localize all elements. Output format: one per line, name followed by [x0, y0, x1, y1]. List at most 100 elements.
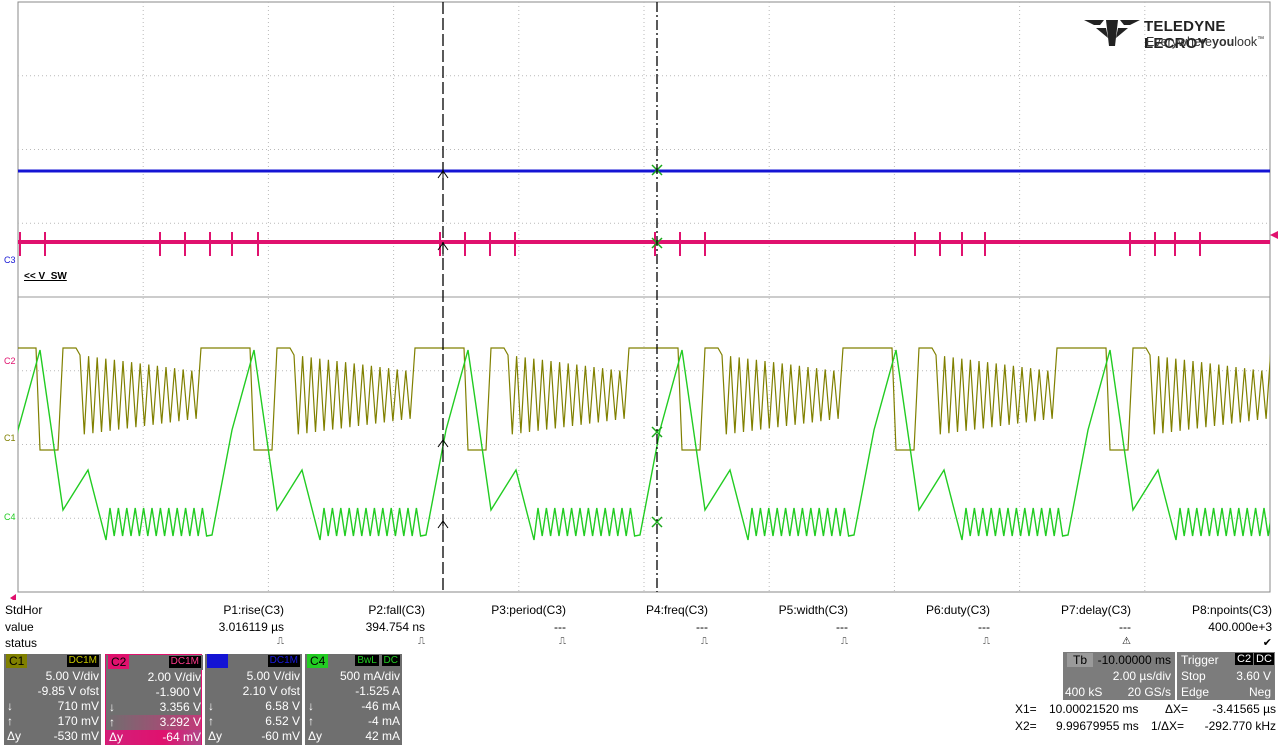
x1-value: 10.00021520 ms	[1049, 702, 1139, 716]
trigger-source: C2	[1235, 653, 1254, 665]
delta-y-label: Δy	[208, 729, 223, 743]
c1-trace	[18, 347, 1270, 451]
param-name[interactable]: P5:width(C3)	[778, 603, 848, 617]
channel-dy: -64 mV	[162, 730, 201, 744]
channel-dy: 42 mA	[365, 729, 400, 743]
channel-max: 3.356 V	[159, 700, 201, 714]
brand-tagline: Everywhereyoulook™	[1146, 35, 1265, 49]
param-name[interactable]: P4:freq(C3)	[645, 603, 708, 617]
param-status-icon: ⎍	[841, 636, 848, 647]
channel-max: -46 mA	[361, 699, 400, 713]
channel-c2-descriptor[interactable]: C2 DC1M 2.00 V/div -1.900 V ↓ 3.356 V ↑ 3.…	[105, 654, 203, 745]
up-arrow-icon: ↑	[308, 714, 314, 728]
down-arrow-icon: ↓	[109, 700, 115, 714]
timebase-delay: -10.00000 ms	[1097, 653, 1171, 667]
c4-ground-marker: C4	[4, 512, 16, 522]
c2-ground-marker: C2	[4, 356, 16, 366]
channel-min: 170 mV	[57, 714, 99, 728]
dx-value: -3.41565 µs	[1212, 702, 1276, 716]
param-status-icon: ⎍	[559, 636, 566, 647]
channel-max: 710 mV	[57, 699, 99, 713]
channel-scale: 500 mA/div	[339, 669, 400, 683]
inverse-dx-label: 1/ΔX=	[1151, 719, 1185, 733]
c2-level-marker	[1270, 231, 1278, 239]
channel-coupling: BwL DC	[355, 655, 400, 666]
param-name[interactable]: P2:fall(C3)	[368, 603, 425, 617]
measurement-table: StdHor P1:rise(C3) P2:fall(C3) P3:period…	[0, 602, 1280, 652]
up-arrow-icon: ↑	[109, 715, 115, 729]
timebase-samples: 400 kS	[1065, 685, 1103, 699]
waveform-display[interactable]	[0, 0, 1280, 600]
channel-coupling: DC1M	[267, 655, 300, 667]
param-status-icon: ⎍	[983, 636, 990, 647]
channel-scale: 5.00 V/div	[45, 669, 99, 683]
down-arrow-icon: ↓	[308, 699, 314, 713]
up-arrow-icon: ↑	[7, 714, 13, 728]
down-arrow-icon: ↓	[208, 699, 214, 713]
channel-coupling: DC1M	[168, 656, 201, 668]
timebase-descriptor[interactable]: Tb -10.00000 ms 2.00 µs/div 400 kS 20 GS…	[1063, 652, 1175, 700]
param-name[interactable]: P8:npoints(C3)	[1191, 603, 1272, 617]
trigger-descriptor[interactable]: Trigger C2 DC Stop 3.60 V Edge Neg	[1177, 652, 1275, 700]
param-value: ---	[1119, 620, 1131, 634]
teledyne-lecroy-logo: TELEDYNE LECROY Everywhereyoulook™	[1082, 14, 1272, 54]
inverse-dx-value: -292.770 kHz	[1204, 719, 1276, 733]
up-arrow-icon: ↑	[208, 714, 214, 728]
param-value: ---	[978, 620, 990, 634]
cursor-readout: X1= 10.00021520 ms ΔX= -3.41565 µs X2= 9…	[1010, 702, 1280, 746]
trigger-level: 3.60 V	[1236, 669, 1271, 683]
channel-dy: -60 mV	[261, 729, 300, 743]
channel-offset: -1.525 A	[355, 684, 400, 698]
param-name[interactable]: P7:delay(C3)	[1060, 603, 1131, 617]
trace-name-label: << V_SW	[24, 271, 67, 282]
timebase-rate: 20 GS/s	[1127, 685, 1171, 699]
timebase-label: Tb	[1067, 653, 1094, 667]
channel-id: C4	[307, 654, 329, 668]
channel-coupling: DC1M	[66, 655, 99, 667]
timebase-scale: 2.00 µs/div	[1112, 669, 1171, 683]
channel-min: -4 mA	[367, 714, 400, 728]
teledyne-mark-icon	[1084, 20, 1140, 46]
param-value: ---	[554, 620, 566, 634]
param-value: 3.016119 µs	[218, 620, 284, 634]
channel-min: 3.292 V	[159, 715, 201, 729]
channel-id: C3	[207, 654, 229, 668]
c2-spikes	[19, 232, 1201, 256]
channel-dy: -530 mV	[53, 729, 99, 743]
x2-label: X2=	[1015, 719, 1037, 733]
param-status-icon: ⎍	[277, 636, 284, 647]
channel-max: 6.58 V	[265, 699, 300, 713]
cursor-marker-icon	[651, 426, 663, 438]
trigger-type: Edge	[1181, 685, 1210, 699]
status-row-label: status	[5, 636, 38, 650]
channel-c4-descriptor[interactable]: C4 BwL DC 500 mA/div -1.525 A ↓ -46 mA ↑ -…	[305, 654, 402, 745]
table-header-label: StdHor	[5, 603, 43, 617]
waveforms	[18, 164, 1270, 541]
param-name[interactable]: P3:period(C3)	[491, 603, 566, 617]
brand-name: TELEDYNE LECROY	[1144, 18, 1226, 52]
param-status-icon: ⎍	[418, 636, 425, 647]
delta-y-label: Δy	[109, 730, 124, 744]
trigger-label: Trigger	[1181, 653, 1219, 667]
down-arrow-icon: ↓	[7, 699, 13, 713]
cursor-marker-icon	[651, 516, 663, 528]
param-value: 394.754 ns	[365, 620, 425, 634]
param-name[interactable]: P6:duty(C3)	[925, 603, 990, 617]
trigger-mode: Stop	[1181, 669, 1206, 683]
param-value: ---	[836, 620, 848, 634]
param-name[interactable]: P1:rise(C3)	[223, 603, 284, 617]
channel-c3-descriptor[interactable]: C3 DC1M 5.00 V/div 2.10 V ofst ↓ 6.58 V ↑…	[205, 654, 302, 745]
dx-label: ΔX=	[1165, 702, 1189, 716]
channel-offset: 2.10 V ofst	[242, 684, 300, 698]
c1-ground-marker: C1	[4, 433, 16, 443]
channel-min: 6.52 V	[265, 714, 300, 728]
delta-y-label: Δy	[308, 729, 323, 743]
value-row-label: value	[5, 620, 34, 634]
channel-offset: -9.85 V ofst	[37, 684, 99, 698]
graticule	[17, 1, 1271, 593]
channel-c1-descriptor[interactable]: C1 DC1M 5.00 V/div -9.85 V ofst ↓ 710 mV …	[4, 654, 101, 745]
warning-icon: ⚠	[1122, 636, 1131, 647]
channel-id: C1	[6, 654, 28, 668]
x2-value: 9.99679955 ms	[1056, 719, 1139, 733]
trigger-position-marker	[10, 594, 16, 600]
